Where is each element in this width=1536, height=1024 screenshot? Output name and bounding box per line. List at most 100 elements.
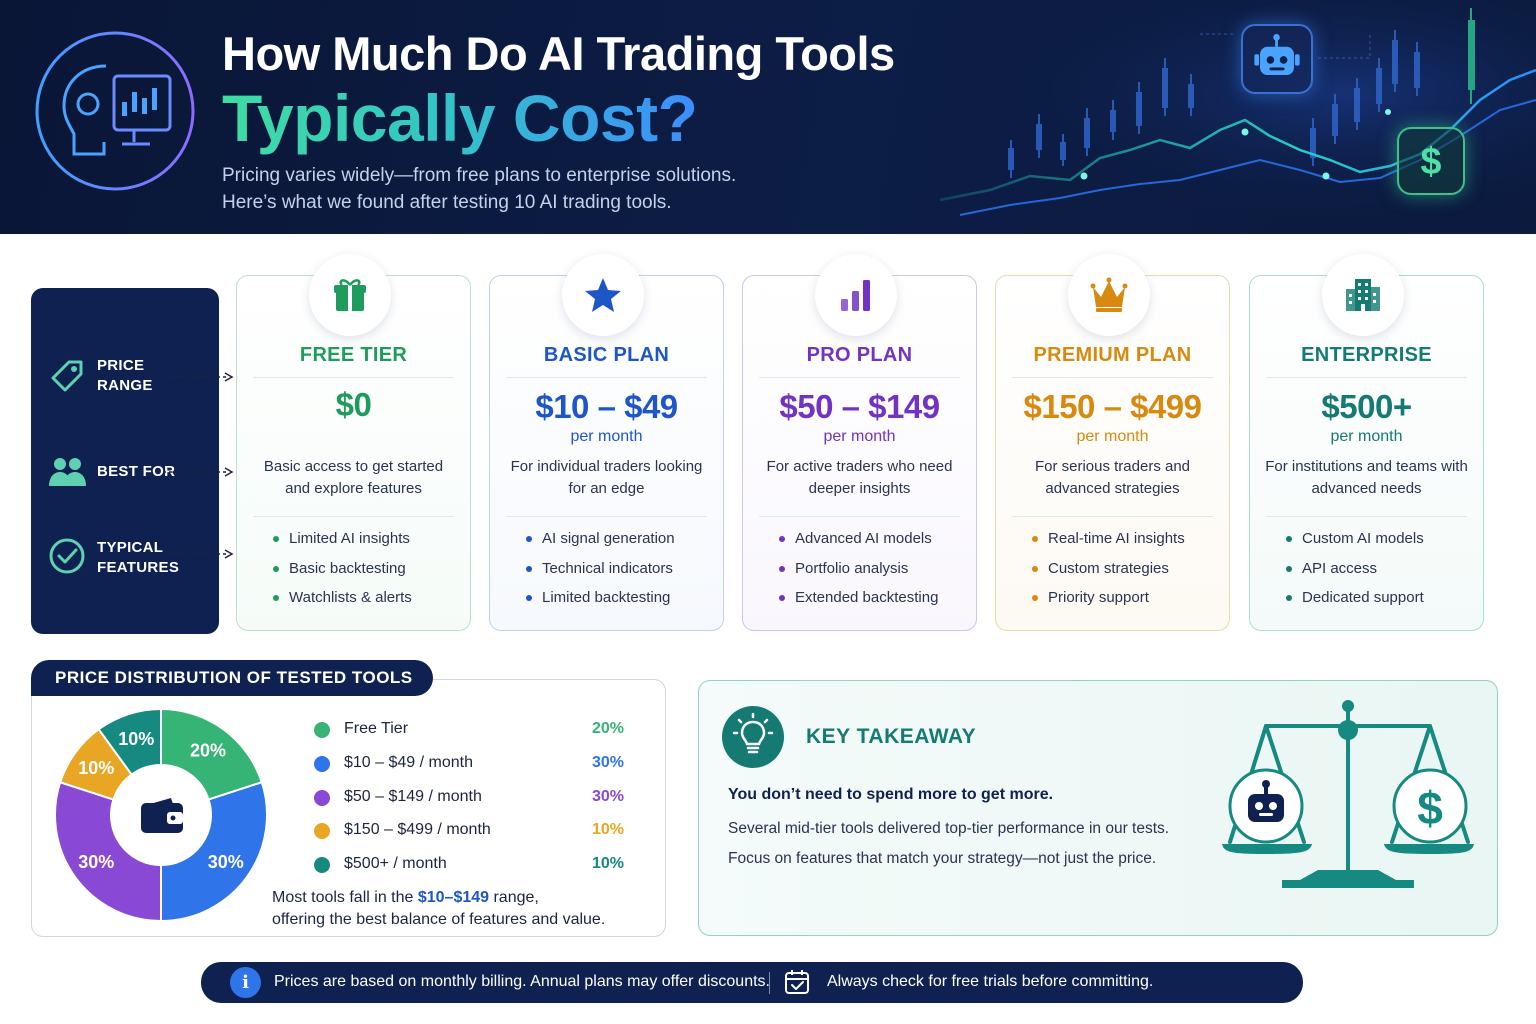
plan-price: $10 – $49 xyxy=(535,388,678,425)
legend-percent: 10% xyxy=(591,821,624,838)
gift-icon xyxy=(309,254,391,336)
feature-item: Limited backtesting xyxy=(526,587,716,617)
plan-features: Real-time AI insights Custom strategies Pr… xyxy=(1032,528,1222,617)
subtitle-line1: Pricing varies widely—from free plans to… xyxy=(222,165,737,186)
pie-slice-label: 30% xyxy=(208,852,244,872)
note-text: range, xyxy=(489,889,539,906)
plan-period: per month xyxy=(1076,428,1149,445)
plan-description: For individual traders looking for an ed… xyxy=(510,458,703,497)
plan-card-enterprise: ENTERPRISE $500+ per month For instituti… xyxy=(1249,254,1484,631)
crown-icon xyxy=(1068,254,1150,336)
pie-legend-item: Free Tier 20% xyxy=(314,718,624,742)
plan-description: For serious traders and advanced strateg… xyxy=(1034,458,1191,497)
card-divider xyxy=(253,377,454,378)
plan-name: ENTERPRISE xyxy=(1301,344,1432,366)
page-title-line2: Typically Cost? xyxy=(222,81,698,155)
svg-text:$: $ xyxy=(1417,782,1443,834)
legend-category: $10 – $49 / month xyxy=(344,754,473,771)
trading-chart-art xyxy=(900,0,1536,234)
page-title-line1: How Much Do AI Trading Tools xyxy=(222,27,895,80)
plan-period: per month xyxy=(570,428,643,445)
row-legend: PRICE RANGE BEST FOR TYPICAL FEATURES xyxy=(31,288,219,634)
ai-head-chart-icon xyxy=(35,31,195,191)
legend-percent: 30% xyxy=(591,754,624,771)
legend-swatch xyxy=(314,722,330,738)
card-divider xyxy=(1266,516,1467,517)
card-divider xyxy=(506,377,707,378)
legend-label: BEST FOR xyxy=(97,463,176,480)
takeaway-line1: Several mid-tier tools delivered top-tie… xyxy=(728,820,1170,837)
feature-item: AI signal generation xyxy=(526,528,716,558)
note-text: Most tools fall in the xyxy=(272,889,418,906)
takeaway-title: KEY TAKEAWAY xyxy=(806,725,977,748)
legend-percent: 20% xyxy=(591,720,624,737)
pie-slice-label: 10% xyxy=(118,729,154,749)
arrow-connector xyxy=(163,549,234,559)
legend-label: PRICE RANGE xyxy=(97,357,153,394)
takeaway-line2: Focus on features that match your strate… xyxy=(728,850,1157,867)
pie-slice-label: 30% xyxy=(78,852,114,872)
card-divider xyxy=(759,516,960,517)
plan-card-basic-plan: BASIC PLAN $10 – $49 per month For indiv… xyxy=(489,254,724,631)
plan-price: $50 – $149 xyxy=(779,388,940,425)
feature-item: Dedicated support xyxy=(1286,587,1476,617)
takeaway-panel xyxy=(698,680,1498,936)
price-tag-icon xyxy=(51,360,83,392)
legend-category: $500+ / month xyxy=(344,855,447,872)
distribution-title: PRICE DISTRIBUTION OF TESTED TOOLS xyxy=(31,660,433,696)
feature-item: Extended backtesting xyxy=(779,587,969,617)
legend-percent: 10% xyxy=(591,855,624,872)
note-highlight: $10–$149 xyxy=(417,889,490,906)
distribution-note: Most tools fall in the $10–$149 range, o… xyxy=(272,887,652,931)
info-icon: i xyxy=(230,967,261,998)
feature-item: Limited AI insights xyxy=(273,528,463,558)
pie-slice-label: 20% xyxy=(190,740,226,760)
building-icon xyxy=(1322,254,1404,336)
plan-name: PREMIUM PLAN xyxy=(1033,344,1192,366)
plan-features: Advanced AI models Portfolio analysis Exte… xyxy=(779,528,969,617)
legend-category: Free Tier xyxy=(344,720,409,737)
legend-swatch xyxy=(314,756,330,772)
card-divider xyxy=(1012,516,1213,517)
pie-legend-item: $500+ / month 10% xyxy=(314,853,624,877)
balance-scale-icon: $ xyxy=(1222,700,1474,888)
card-divider xyxy=(1266,377,1467,378)
takeaway-headline: You don’t need to spend more to get more… xyxy=(728,786,1054,803)
plan-price: $500+ xyxy=(1321,388,1412,425)
feature-item: Watchlists & alerts xyxy=(273,587,463,617)
plan-price: $150 – $499 xyxy=(1023,388,1202,425)
legend-swatch xyxy=(314,857,330,873)
feature-item: Real-time AI insights xyxy=(1032,528,1222,558)
footer-note-trials: Always check for free trials before comm… xyxy=(827,973,1154,990)
plan-features: Limited AI insights Basic backtesting Watc… xyxy=(273,528,463,617)
card-divider xyxy=(759,377,960,378)
feature-item: API access xyxy=(1286,558,1476,588)
footer-bar xyxy=(201,962,1303,1003)
plan-price: $0 xyxy=(335,386,372,423)
lightbulb-icon xyxy=(722,706,784,768)
plan-description: For institutions and teams with advanced… xyxy=(1265,458,1468,497)
feature-item: Custom AI models xyxy=(1286,528,1476,558)
plan-card-pro-plan: PRO PLAN $50 – $149 per month For active… xyxy=(742,254,977,631)
card-divider xyxy=(253,516,454,517)
card-divider xyxy=(1012,377,1213,378)
note-line2: offering the best balance of features an… xyxy=(272,911,606,928)
arrow-connector xyxy=(163,467,234,477)
plan-features: Custom AI models API access Dedicated supp… xyxy=(1286,528,1476,617)
pie-slice-label: 10% xyxy=(78,758,114,778)
check-circle-icon xyxy=(49,538,85,574)
plan-name: BASIC PLAN xyxy=(543,344,670,366)
pie-legend-item: $150 – $499 / month 10% xyxy=(314,819,624,843)
legend-category: $50 – $149 / month xyxy=(344,788,482,805)
footer-note-billing: Prices are based on monthly billing. Ann… xyxy=(274,973,770,990)
page-subtitle: Pricing varies widely—from free plans to… xyxy=(222,162,736,216)
arrow-connector xyxy=(163,372,234,382)
plan-features: AI signal generation Technical indicators… xyxy=(526,528,716,617)
bar-chart-icon xyxy=(815,254,897,336)
legend-swatch xyxy=(314,823,330,839)
legend-category: $150 – $499 / month xyxy=(344,821,491,838)
legend-swatch xyxy=(314,790,330,806)
plan-period: per month xyxy=(823,428,896,445)
feature-item: Priority support xyxy=(1032,587,1222,617)
